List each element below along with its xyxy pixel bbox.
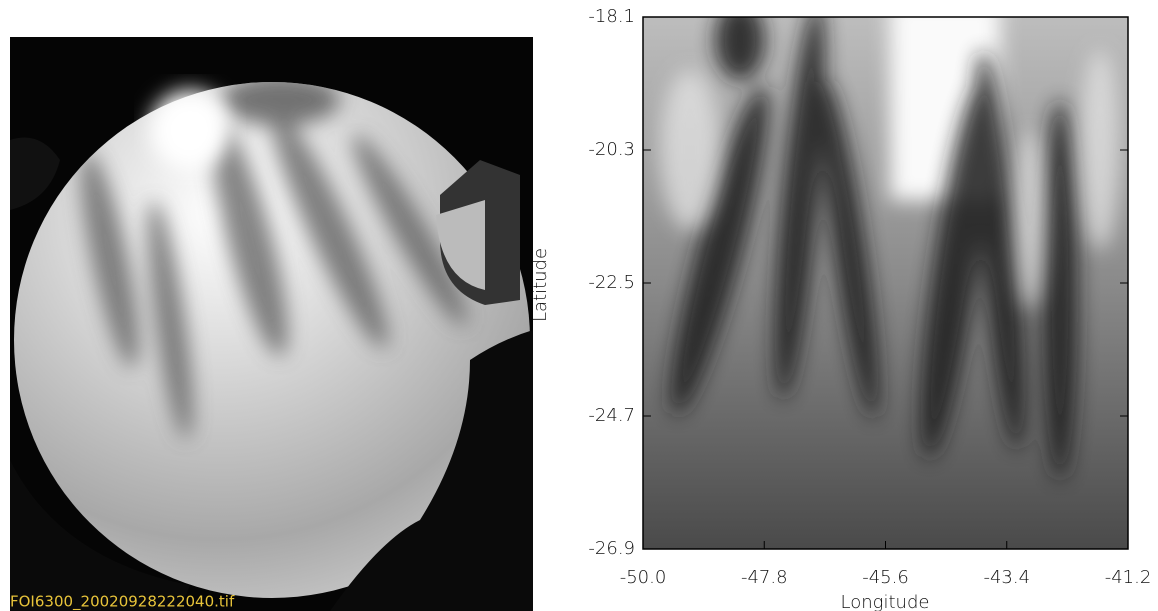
x-tick-label: -50.0 [620,567,667,588]
y-tick-label: -22.5 [588,272,635,293]
y-axis-label: Latitude [530,248,551,322]
projected-image [643,0,1128,549]
page: FOI6300_20020928222040.tif Longitude La [0,0,1158,611]
y-tick-label: -24.7 [588,405,635,426]
image-caption: FOI6300_20020928222040.tif [10,593,235,611]
x-tick-label: -41.2 [1105,567,1152,588]
x-tick-label: -45.6 [862,567,909,588]
y-tick-label: -18.1 [588,6,635,27]
x-tick-label: -43.4 [983,567,1030,588]
x-axis-label: Longitude [841,592,930,611]
y-tick-label: -26.9 [588,538,635,559]
all-sky-image: FOI6300_20020928222040.tif [10,37,533,611]
x-tick-label: -47.8 [741,567,788,588]
y-tick-label: -20.3 [588,139,635,160]
